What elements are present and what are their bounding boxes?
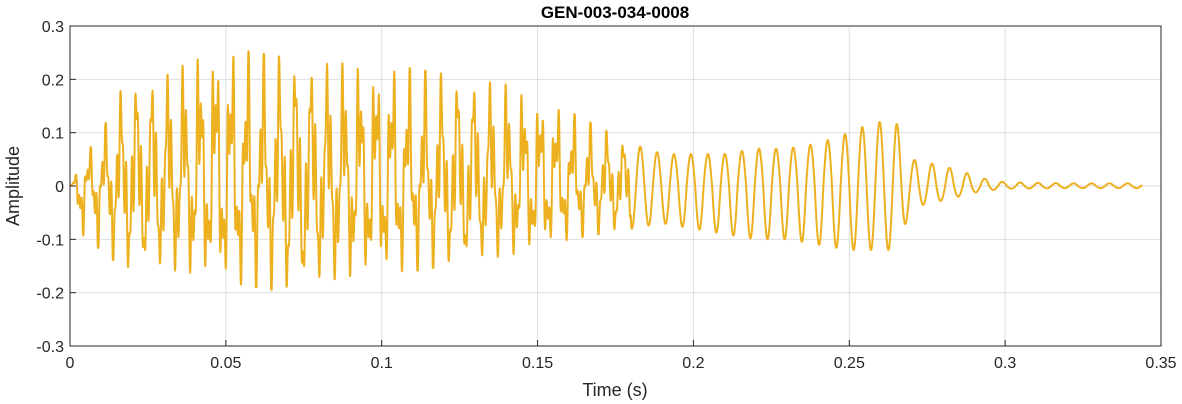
amplitude-series-line: [70, 50, 1143, 291]
y-tick-label: -0.1: [36, 232, 64, 249]
x-axis-ticks: 0 0.05 0.1 0.15 0.2 0.25 0.3 0.35: [66, 340, 1177, 372]
x-tick-label: 0.25: [834, 355, 865, 372]
y-tick-label: 0.1: [42, 126, 64, 143]
y-tick-label: 0.2: [42, 72, 64, 89]
x-tick-label: 0.2: [682, 355, 704, 372]
y-tick-label: -0.3: [36, 339, 64, 356]
chart-title: GEN-003-034-0008: [541, 3, 689, 22]
x-tick-label: 0.1: [371, 355, 393, 372]
x-axis-label: Time (s): [582, 380, 647, 400]
y-tick-label: 0.3: [42, 19, 64, 36]
y-tick-label: 0: [55, 179, 64, 196]
y-axis-label: Amplitude: [3, 146, 23, 226]
x-tick-label: 0.15: [522, 355, 553, 372]
y-axis-ticks: -0.3 -0.2 -0.1 0 0.1 0.2 0.3: [36, 19, 76, 356]
x-tick-label: 0: [66, 355, 75, 372]
x-tick-label: 0.35: [1145, 355, 1176, 372]
y-tick-label: -0.2: [36, 286, 64, 303]
x-tick-label: 0.3: [994, 355, 1016, 372]
x-tick-label: 0.05: [210, 355, 241, 372]
